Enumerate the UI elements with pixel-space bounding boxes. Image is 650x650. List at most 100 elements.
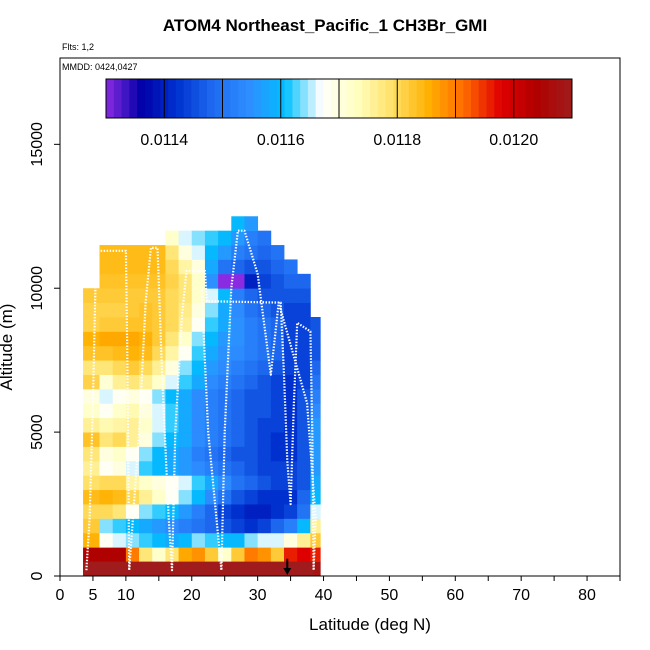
colorbar-swatch	[439, 79, 449, 118]
y-tick-label: 10000	[29, 266, 46, 311]
heatmap-cell	[297, 489, 311, 505]
heatmap-cell	[297, 374, 311, 390]
heatmap-cell	[297, 345, 311, 361]
heatmap-cell	[231, 446, 245, 462]
heatmap-cell	[99, 259, 114, 275]
heatmap-cell	[83, 360, 100, 375]
colorbar-swatch	[113, 79, 123, 118]
heatmap-cell	[139, 417, 153, 433]
heatmap-cell	[152, 331, 166, 347]
heatmap-cell	[204, 388, 219, 404]
heatmap-cell	[99, 331, 114, 347]
heatmap-cell	[152, 475, 166, 491]
heatmap-cell	[139, 460, 153, 476]
heatmap-cell	[191, 317, 206, 332]
y-axis-label: Altitude (m)	[0, 304, 16, 391]
heatmap-cell	[139, 331, 153, 347]
heatmap-cell	[178, 374, 193, 390]
heatmap-cell	[297, 288, 311, 304]
heatmap-cell	[270, 273, 285, 289]
heatmap-cell	[125, 360, 140, 375]
y-tick-label: 15000	[29, 122, 46, 167]
colorbar-swatch	[331, 79, 340, 118]
heatmap-cell	[231, 245, 245, 260]
colorbar-swatch	[447, 79, 456, 118]
x-tick-label: 0	[56, 587, 65, 604]
heatmap-cell	[244, 446, 259, 462]
heatmap-cell	[218, 388, 232, 404]
heatmap-cell	[139, 273, 153, 289]
heatmap-cell	[139, 547, 153, 563]
heatmap-cell	[244, 475, 259, 491]
heatmap-cell	[257, 504, 272, 519]
heatmap-cell	[178, 360, 193, 375]
colorbar-frame	[105, 78, 573, 119]
heatmap-cell	[191, 518, 206, 534]
heatmap-cell	[83, 489, 100, 505]
heatmap-cell	[218, 475, 232, 491]
heatmap-cell	[99, 446, 114, 462]
heatmap-cell	[152, 532, 166, 548]
heatmap-cell	[152, 288, 166, 304]
heatmap-cell	[244, 417, 259, 433]
heatmap-cell	[139, 475, 153, 491]
heatmap-cell	[310, 317, 321, 332]
heatmap-cell	[178, 432, 193, 447]
heatmap-cell	[231, 360, 245, 375]
heatmap-cell	[165, 245, 179, 260]
heatmap-cell	[257, 532, 272, 548]
heatmap-cell	[152, 432, 166, 447]
heatmap-cell	[178, 230, 193, 246]
heatmap-cell	[112, 273, 127, 289]
heatmap-cell	[284, 518, 298, 534]
heatmap-cell	[231, 288, 245, 304]
heatmap-cell	[139, 489, 153, 505]
colorbar-swatch	[370, 79, 379, 118]
heatmap-cell	[218, 245, 232, 260]
heatmap-cell	[112, 417, 127, 433]
colorbar-swatch	[300, 79, 309, 118]
heatmap-cell	[270, 374, 285, 390]
heatmap-cell	[257, 302, 272, 318]
colorbar-swatch	[253, 79, 262, 118]
heatmap-cell	[112, 460, 127, 476]
heatmap-cell	[310, 345, 321, 361]
x-tick-label: 10	[117, 587, 135, 604]
heatmap-cell	[178, 532, 193, 548]
heatmap-cell	[112, 532, 127, 548]
heatmap-cell	[231, 475, 245, 491]
heatmap-cell	[191, 460, 206, 476]
heatmap-cell	[152, 446, 166, 462]
heatmap-cell	[284, 432, 298, 447]
heatmap-cell	[244, 489, 259, 505]
heatmap-cell	[139, 345, 153, 361]
heatmap-cell	[204, 446, 219, 462]
arrow-head	[283, 568, 292, 575]
heatmap-cell	[191, 432, 206, 447]
colorbar-swatch	[408, 79, 418, 118]
heatmap-cell	[297, 518, 311, 534]
heatmap-cell	[83, 518, 100, 534]
colorbar-swatch	[152, 79, 161, 118]
x-tick-label: 80	[578, 587, 596, 604]
heatmap-cell	[257, 331, 272, 347]
heatmap-cell	[204, 331, 219, 347]
heatmap-cell	[244, 532, 259, 548]
heatmap-cell	[99, 504, 114, 519]
heatmap-cell	[178, 331, 193, 347]
heatmap-cell	[257, 288, 272, 304]
colorbar-tick-label: 0.0118	[373, 132, 421, 149]
colorbar-swatch	[284, 79, 293, 118]
heatmap-cell	[139, 288, 153, 304]
heatmap-cell	[125, 317, 140, 332]
heatmap-cell	[270, 403, 285, 419]
heatmap-cell	[270, 259, 285, 275]
colorbar-swatch	[354, 79, 363, 118]
heatmap-cell	[231, 388, 245, 404]
colorbar-swatch	[199, 79, 208, 118]
heatmap-cell	[83, 374, 100, 390]
heatmap-cell	[165, 432, 179, 447]
heatmap-cell	[125, 302, 140, 318]
heatmap-cell	[244, 518, 259, 534]
